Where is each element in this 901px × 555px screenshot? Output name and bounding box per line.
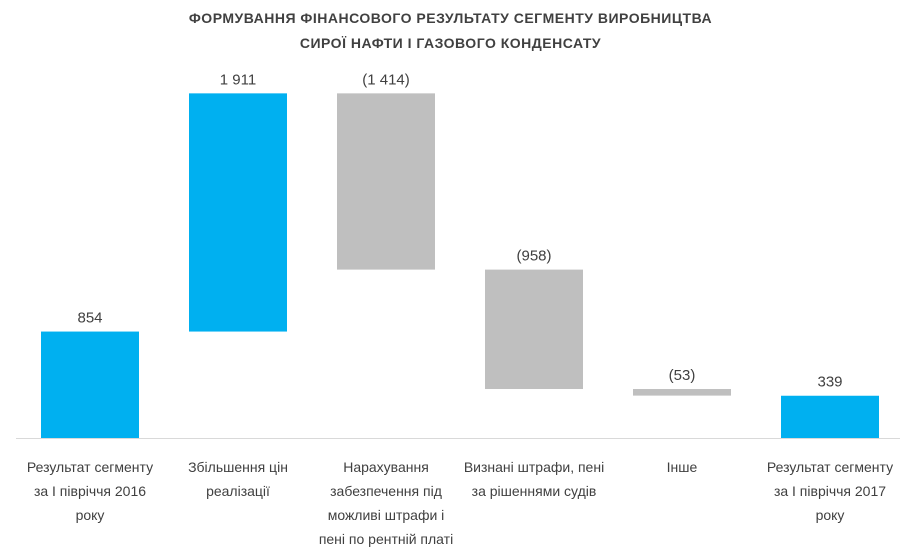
category-label: Визнані штрафи, пені за рішеннями судів — [463, 459, 605, 499]
bar — [337, 93, 435, 270]
value-label: 339 — [817, 374, 842, 391]
value-label: 1 911 — [220, 71, 256, 88]
value-label: (1 414) — [362, 71, 410, 88]
category-label: Збільшення цін реалізації — [188, 459, 288, 499]
chart-title: СИРОЇ НАФТИ І ГАЗОВОГО КОНДЕНСАТУ — [299, 35, 602, 51]
chart-title: ФОРМУВАННЯ ФІНАНСОВОГО РЕЗУЛЬТАТУ СЕГМЕН… — [188, 10, 713, 26]
category-label: Інше — [666, 459, 698, 475]
value-label: (958) — [516, 248, 551, 265]
bar — [485, 269, 583, 390]
bar — [41, 331, 139, 438]
category-label: Результат сегменту за І півріччя 2016 ро… — [26, 459, 154, 523]
value-label: 854 — [77, 310, 102, 327]
bar — [189, 93, 287, 332]
category-label: Нарахування забезпечення під можливі штр… — [318, 459, 454, 547]
value-label: (53) — [669, 367, 696, 384]
category-label: Результат сегменту за І півріччя 2017 ро… — [766, 459, 894, 523]
bar — [781, 395, 879, 438]
bar — [633, 389, 731, 396]
